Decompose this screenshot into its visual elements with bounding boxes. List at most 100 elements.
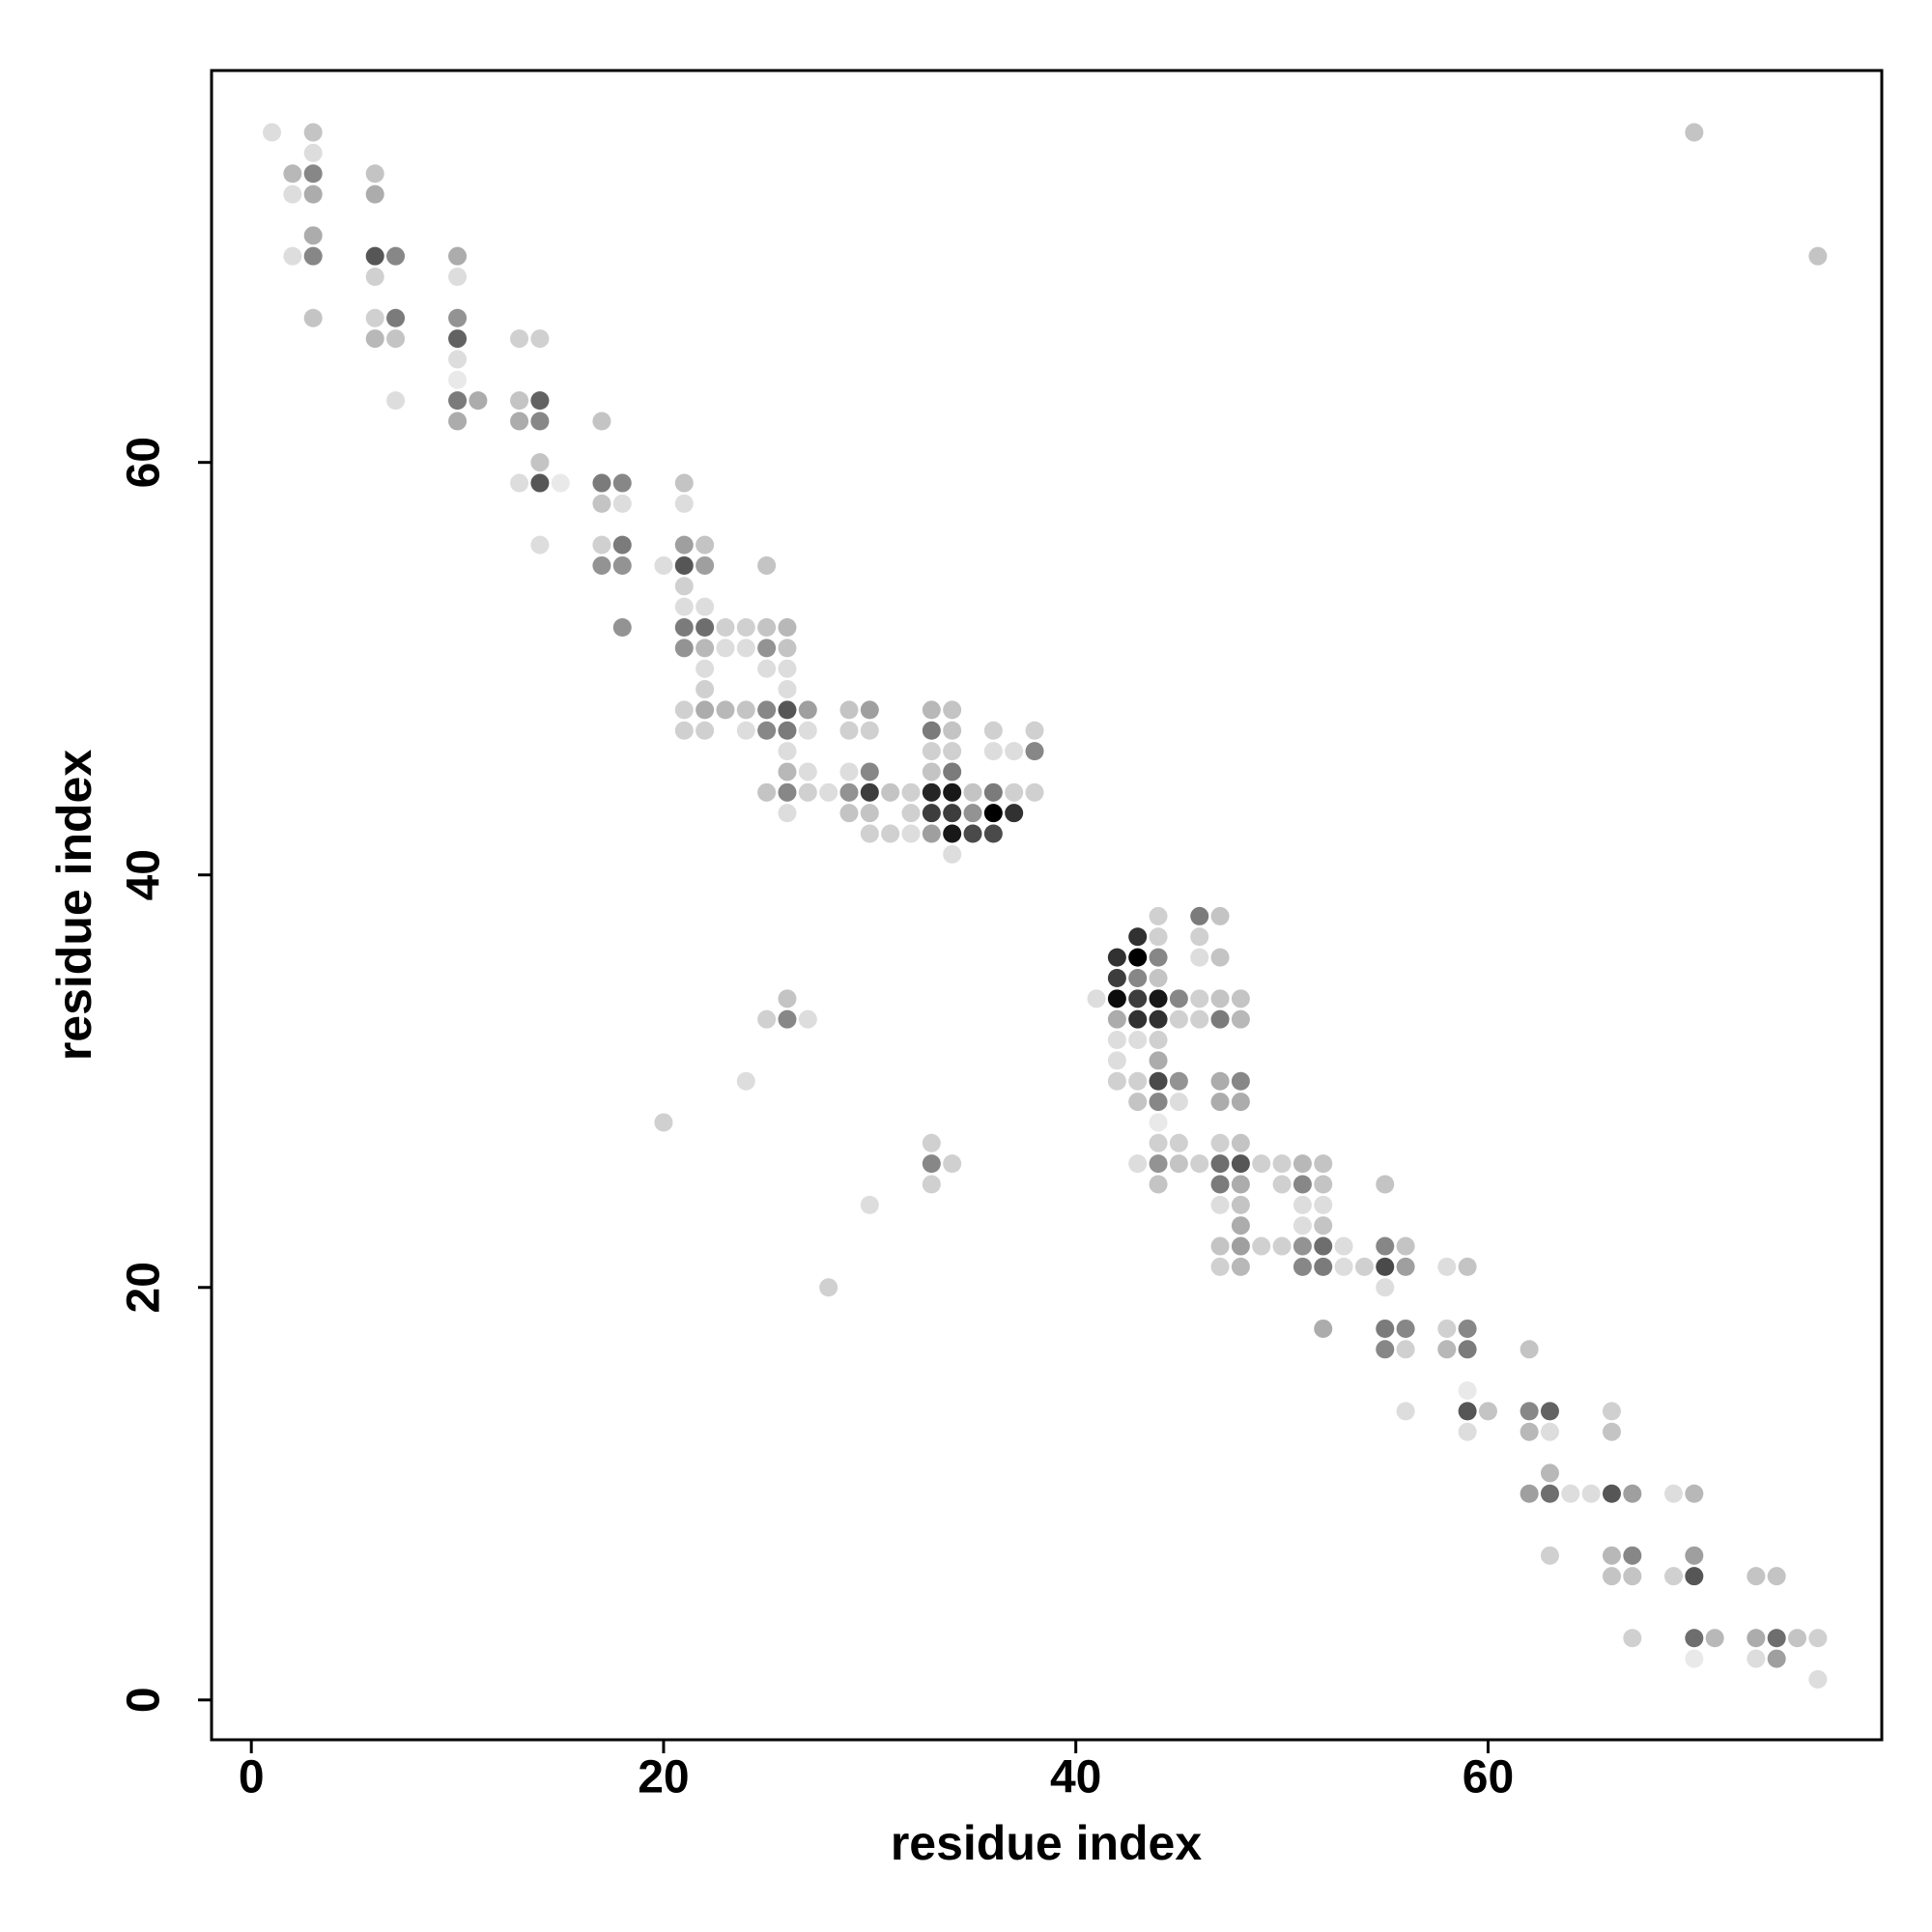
contact-point <box>674 721 694 740</box>
contact-point <box>1210 1071 1230 1091</box>
contact-point <box>1314 1319 1333 1338</box>
contact-point <box>1005 804 1024 823</box>
contact-point <box>819 1278 838 1297</box>
contact-point <box>303 143 323 162</box>
contact-point <box>1149 906 1168 925</box>
contact-point <box>448 246 468 266</box>
contact-point <box>1354 1257 1374 1276</box>
contact-point <box>983 782 1003 802</box>
contact-point <box>1128 948 1148 967</box>
contact-point <box>696 700 715 720</box>
contact-point <box>1025 721 1044 740</box>
contact-point <box>1149 1051 1168 1070</box>
contact-point <box>448 391 468 411</box>
contact-point <box>1190 989 1209 1009</box>
contact-point <box>860 1195 879 1214</box>
contact-point <box>1602 1546 1621 1565</box>
contact-point <box>696 659 715 678</box>
contact-point <box>654 1113 673 1132</box>
contact-point <box>943 1154 962 1174</box>
contact-point <box>983 804 1003 823</box>
contact-point <box>922 742 941 761</box>
contact-point <box>263 123 282 142</box>
contact-point <box>1520 1402 1539 1421</box>
contact-point <box>922 782 941 802</box>
contact-point <box>365 246 384 266</box>
contact-point <box>1210 1195 1230 1214</box>
contact-point <box>901 804 921 823</box>
x-axis-label: residue index <box>891 1816 1203 1870</box>
contact-point <box>943 742 962 761</box>
contact-point <box>1808 1669 1828 1689</box>
contact-point <box>1602 1402 1621 1421</box>
contact-point <box>922 1154 941 1174</box>
contact-point <box>983 824 1003 843</box>
contact-point <box>860 824 879 843</box>
contact-point <box>778 742 797 761</box>
contact-point <box>1396 1236 1415 1256</box>
contact-point <box>778 680 797 699</box>
contact-point <box>778 989 797 1009</box>
contact-point <box>1231 1009 1250 1029</box>
contact-point <box>943 804 962 823</box>
contact-point <box>1314 1216 1333 1236</box>
contact-point <box>1540 1484 1559 1503</box>
contact-point <box>1231 1175 1250 1194</box>
contact-point <box>1685 1567 1704 1586</box>
contact-point <box>778 700 797 720</box>
contact-point <box>1210 1093 1230 1112</box>
contact-point <box>386 246 406 266</box>
contact-point <box>1231 1236 1250 1256</box>
contact-point <box>1169 1133 1188 1152</box>
contact-point <box>1376 1319 1395 1338</box>
contact-point <box>1231 1071 1250 1091</box>
contact-point <box>1561 1484 1580 1503</box>
contact-point <box>1149 989 1168 1009</box>
contact-point <box>551 473 570 493</box>
contact-point <box>1149 1175 1168 1194</box>
contact-point <box>922 721 941 740</box>
contact-point <box>283 185 302 204</box>
contact-point <box>530 453 550 472</box>
contact-point <box>1210 948 1230 967</box>
contact-point <box>1210 1236 1230 1256</box>
contact-point <box>674 577 694 596</box>
y-axis-label: residue index <box>47 750 101 1062</box>
contact-point <box>757 782 777 802</box>
contact-point <box>798 721 817 740</box>
contact-point <box>592 535 611 554</box>
contact-point <box>943 782 962 802</box>
contact-point <box>365 329 384 349</box>
contact-point <box>674 617 694 637</box>
contact-point <box>448 370 468 389</box>
contact-point <box>1540 1546 1559 1565</box>
contact-point <box>1767 1649 1786 1668</box>
contact-point <box>860 804 879 823</box>
contact-point <box>530 412 550 431</box>
contact-point <box>1231 1257 1250 1276</box>
contact-point <box>943 721 962 740</box>
contact-point <box>1663 1484 1683 1503</box>
contact-point <box>736 617 755 637</box>
contact-point <box>386 329 406 349</box>
contact-point <box>448 308 468 327</box>
contact-point <box>1169 989 1188 1009</box>
contact-point <box>1685 123 1704 142</box>
contact-point <box>1190 948 1209 967</box>
contact-point <box>1107 989 1126 1009</box>
contact-point <box>674 700 694 720</box>
contact-point <box>303 226 323 245</box>
contact-point <box>1231 989 1250 1009</box>
contact-point <box>839 782 859 802</box>
contact-point <box>696 680 715 699</box>
contact-point <box>1128 1154 1148 1174</box>
contact-point <box>696 639 715 658</box>
contact-point <box>1252 1236 1271 1256</box>
contact-point <box>922 700 941 720</box>
contact-point <box>1314 1195 1333 1214</box>
contact-point <box>448 268 468 287</box>
contact-point <box>1149 1113 1168 1132</box>
contact-point <box>510 391 529 411</box>
contact-point <box>1376 1175 1395 1194</box>
